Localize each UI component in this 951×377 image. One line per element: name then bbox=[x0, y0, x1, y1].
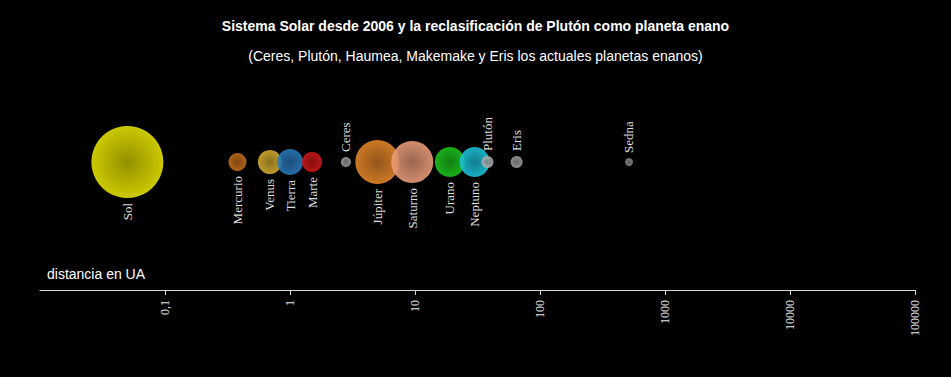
svg-text:Venus: Venus bbox=[262, 179, 277, 211]
svg-text:Eris: Eris bbox=[509, 130, 524, 151]
svg-text:(Ceres, Plutón, Haumea, Makema: (Ceres, Plutón, Haumea, Makemake y Eris … bbox=[248, 48, 702, 64]
svg-text:Sol: Sol bbox=[120, 203, 135, 221]
svg-text:Neptuno: Neptuno bbox=[467, 182, 482, 227]
svg-text:Tierra: Tierra bbox=[283, 180, 298, 212]
svg-text:10: 10 bbox=[408, 300, 422, 312]
svg-text:Sedna: Sedna bbox=[621, 121, 636, 153]
svg-text:1000: 1000 bbox=[658, 300, 672, 324]
svg-text:100: 100 bbox=[533, 300, 547, 318]
svg-text:Urano: Urano bbox=[442, 182, 457, 215]
svg-text:10000: 10000 bbox=[783, 300, 797, 330]
svg-text:100000: 100000 bbox=[908, 300, 922, 336]
svg-text:Júpiter: Júpiter bbox=[370, 188, 385, 224]
svg-text:distancia en UA: distancia en UA bbox=[47, 266, 146, 282]
svg-text:1: 1 bbox=[283, 300, 297, 306]
svg-text:Sistema Solar desde 2006 y la: Sistema Solar desde 2006 y la reclasific… bbox=[222, 18, 729, 34]
svg-text:0,1: 0,1 bbox=[158, 300, 172, 315]
svg-text:Marte: Marte bbox=[305, 177, 320, 208]
svg-text:Saturno: Saturno bbox=[405, 188, 420, 228]
svg-text:Ceres: Ceres bbox=[338, 122, 353, 152]
svg-text:Plutón: Plutón bbox=[480, 117, 495, 151]
svg-text:Mercurio: Mercurio bbox=[230, 176, 245, 224]
